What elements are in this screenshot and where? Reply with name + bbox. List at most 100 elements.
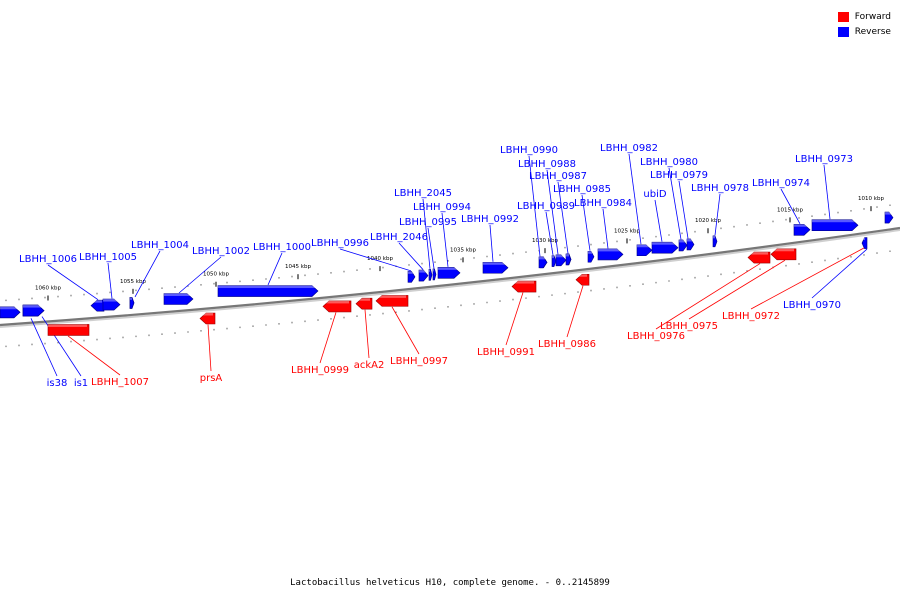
label-lbhh-0970[interactable]: LBHH_0970 [783, 300, 841, 311]
leader-lbhh-1005 [107, 262, 113, 299]
genome-caption: Lactobacillus helveticus H10, complete g… [290, 578, 610, 588]
gene-highlight [539, 256, 545, 260]
label-lbhh-0984[interactable]: LBHH_0984 [574, 198, 632, 209]
gene-lbhh-0990[interactable] [538, 256, 548, 269]
gene-highlight [771, 248, 794, 252]
legend-reverse: Reverse [837, 24, 891, 39]
gene-lbhh-0988[interactable] [555, 254, 567, 267]
gene-lbhh-0980[interactable] [678, 239, 688, 252]
gene-acka2[interactable] [355, 297, 373, 310]
label-lbhh-0999[interactable]: LBHH_0999 [291, 365, 349, 376]
label-lbhh-0997[interactable]: LBHH_0997 [390, 356, 448, 367]
label-lbhh-0990[interactable]: LBHH_0990 [500, 145, 558, 156]
label-lbhh-0979[interactable]: LBHH_0979 [650, 170, 708, 181]
gene-lbhh-2046[interactable] [418, 269, 429, 282]
label-lbhh-0980[interactable]: LBHH_0980 [640, 157, 698, 168]
gene-lbhh-1004[interactable] [129, 297, 135, 309]
label-lbhh-1004[interactable]: LBHH_1004 [131, 240, 189, 251]
label-lbhh-0987[interactable]: LBHH_0987 [529, 171, 587, 182]
leader-lbhh-0987 [557, 181, 569, 254]
label-acka2[interactable]: ackA2 [354, 360, 385, 371]
gene-lbhh-0996[interactable] [407, 271, 416, 283]
label-lbhh-0988[interactable]: LBHH_0988 [518, 159, 576, 170]
gene-lbhh-0994[interactable] [437, 267, 461, 279]
gene-lbhh-0999[interactable] [322, 300, 352, 313]
gene-lbhh-0982[interactable] [636, 244, 653, 257]
leader-prsa [207, 324, 212, 372]
gene-is38[interactable] [0, 306, 21, 319]
gene-lbhh-1002[interactable] [163, 293, 194, 305]
gene-unlabeled-reverse[interactable] [884, 211, 894, 224]
label-lbhh-1002[interactable]: LBHH_1002 [192, 246, 250, 257]
gene-highlight [748, 252, 768, 255]
legend-forward-label: Forward [854, 11, 891, 22]
label-lbhh-0972[interactable]: LBHH_0972 [722, 311, 780, 322]
label-lbhh-0974[interactable]: LBHH_0974 [752, 178, 810, 189]
label-lbhh-0992[interactable]: LBHH_0992 [461, 214, 519, 225]
gene-highlight [588, 251, 592, 254]
gene-lbhh-0991[interactable] [511, 280, 537, 293]
gene-lbhh-0979[interactable] [686, 238, 695, 251]
gene-highlight [598, 248, 621, 252]
label-is38[interactable]: is38 [47, 378, 68, 389]
kbp-tick-label: 1060 kbp [35, 285, 61, 291]
gene-lbhh-0975[interactable] [770, 248, 797, 261]
label-lbhh-2045[interactable]: LBHH_2045 [394, 188, 452, 199]
label-lbhh-0989[interactable]: LBHH_0989 [517, 201, 575, 212]
label-lbhh-0982[interactable]: LBHH_0982 [600, 143, 658, 154]
label-lbhh-0985[interactable]: LBHH_0985 [553, 184, 611, 195]
gene-lbhh-0974[interactable] [793, 223, 811, 236]
label-lbhh-0976[interactable]: LBHH_0976 [627, 331, 685, 342]
leader-lbhh-0999 [319, 312, 337, 364]
kbp-tick-label: 1040 kbp [367, 256, 393, 262]
gene-lbhh-2045[interactable] [428, 269, 433, 281]
gene-lbhh-0986[interactable] [575, 273, 590, 286]
label-lbhh-0986[interactable]: LBHH_0986 [538, 339, 596, 350]
gene-lbhh-0992[interactable] [482, 261, 509, 274]
gene-is1[interactable] [22, 304, 45, 317]
legend-reverse-label: Reverse [854, 26, 891, 37]
leader-lbhh-0978 [714, 193, 721, 236]
gene-lbhh-1005[interactable] [102, 298, 121, 311]
gene-lbhh-0989[interactable] [551, 255, 557, 267]
label-is1[interactable]: is1 [74, 378, 88, 389]
label-lbhh-0996[interactable]: LBHH_0996 [311, 238, 369, 249]
gene-lbhh-0995[interactable] [432, 268, 437, 281]
gene-prsa[interactable] [199, 312, 216, 325]
gene-ubid[interactable] [651, 241, 679, 254]
gene-lbhh-1000[interactable] [217, 285, 319, 297]
leader-lbhh-0972 [750, 246, 867, 310]
gene-highlight [483, 262, 506, 265]
label-lbhh-0975[interactable]: LBHH_0975 [660, 321, 718, 332]
gene-lbhh-0970[interactable] [861, 237, 868, 249]
label-lbhh-0991[interactable]: LBHH_0991 [477, 347, 535, 358]
label-lbhh-1000[interactable]: LBHH_1000 [253, 242, 311, 253]
label-lbhh-1006[interactable]: LBHH_1006 [19, 254, 77, 265]
gene-highlight [652, 242, 676, 245]
label-prsa[interactable]: prsA [200, 373, 223, 384]
label-ubid[interactable]: ubiD [643, 189, 666, 200]
label-lbhh-0995[interactable]: LBHH_0995 [399, 217, 457, 228]
gene-lbhh-0976[interactable] [747, 251, 771, 264]
gene-highlight [713, 235, 715, 239]
gene-highlight [576, 274, 587, 277]
label-lbhh-0978[interactable]: LBHH_0978 [691, 183, 749, 194]
gene-lbhh-0973[interactable] [811, 219, 859, 232]
leader-lbhh-0982 [628, 153, 642, 245]
gene-lbhh-0997[interactable] [375, 295, 409, 307]
gene-lbhh-0978[interactable] [712, 235, 718, 248]
kbp-tick-label: 1055 kbp [120, 279, 146, 285]
gene-lbhh-1007[interactable] [47, 324, 90, 336]
leader-lbhh-0989 [545, 211, 554, 256]
gene-highlight [0, 306, 18, 310]
label-lbhh-0994[interactable]: LBHH_0994 [413, 202, 471, 213]
gene-lbhh-0984[interactable] [597, 248, 624, 261]
label-lbhh-2046[interactable]: LBHH_2046 [370, 232, 428, 243]
label-lbhh-1005[interactable]: LBHH_1005 [79, 252, 137, 263]
gene-highlight [687, 238, 692, 242]
kbp-tick-label: 1010 kbp [858, 196, 884, 202]
label-lbhh-0973[interactable]: LBHH_0973 [795, 154, 853, 165]
gene-lbhh-0987[interactable] [565, 253, 572, 266]
gene-lbhh-0985[interactable] [587, 250, 595, 263]
label-lbhh-1007[interactable]: LBHH_1007 [91, 377, 149, 388]
